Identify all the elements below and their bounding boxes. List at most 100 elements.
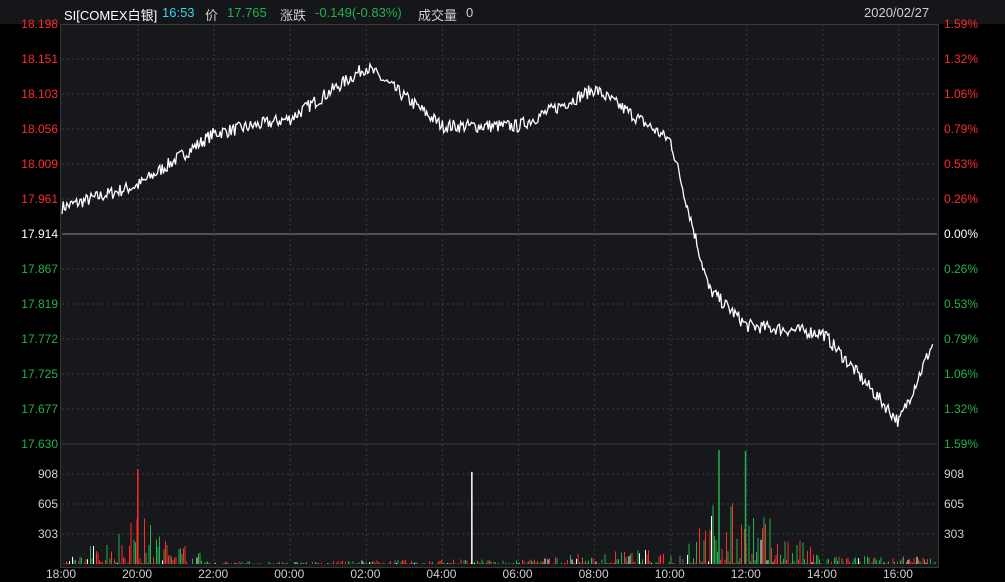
- volume-bar: [526, 562, 528, 564]
- volume-bar: [181, 554, 183, 564]
- volume-bar: [622, 563, 624, 564]
- volume-bar: [285, 563, 286, 564]
- volume-bar: [609, 563, 610, 564]
- volume-bar: [100, 562, 102, 564]
- time-tick-label: 22:00: [198, 567, 229, 581]
- volume-bar: [874, 557, 876, 564]
- volume-bar: [226, 561, 228, 564]
- volume-bar: [127, 562, 129, 564]
- volume-bar: [336, 562, 337, 564]
- volume-bar: [172, 560, 174, 564]
- volume-bar: [657, 562, 658, 564]
- volume-bar: [918, 559, 919, 564]
- volume-bar: [498, 562, 499, 564]
- volume-tick-label: 605: [37, 497, 58, 512]
- volume-bar: [642, 559, 643, 564]
- volume-bar: [163, 549, 165, 564]
- volume-bar: [744, 528, 745, 564]
- volume-bar: [864, 556, 865, 564]
- volume-bar: [711, 515, 712, 564]
- volume-bar: [927, 559, 928, 564]
- volume-bar: [201, 560, 202, 564]
- volume-bar: [580, 562, 582, 564]
- volume-bar: [105, 560, 106, 564]
- volume-bar: [282, 562, 283, 564]
- volume-bar: [826, 559, 828, 564]
- volume-bar: [897, 561, 898, 564]
- volume-bar: [541, 561, 543, 564]
- volume-bar: [466, 560, 468, 564]
- volume-bar: [342, 560, 343, 564]
- chart-area[interactable]: [60, 24, 939, 568]
- volume-bar: [63, 563, 64, 564]
- volume-bar: [673, 563, 675, 564]
- volume-bar: [547, 559, 549, 564]
- volume-bar: [79, 556, 81, 564]
- volume-bar: [780, 554, 781, 564]
- volume-bar: [256, 563, 258, 564]
- volume-bar: [576, 558, 577, 564]
- volume-bar: [574, 563, 576, 564]
- volume-bar: [505, 562, 507, 564]
- volume-bar: [760, 539, 762, 564]
- volume-bar: [693, 558, 694, 564]
- volume-bar: [771, 547, 772, 564]
- volume-bar: [297, 562, 298, 564]
- volume-bar: [795, 563, 796, 564]
- volume-bar: [214, 562, 216, 564]
- volume-bar: [184, 546, 186, 564]
- volume-bar: [588, 560, 589, 564]
- volume-bar: [84, 562, 85, 564]
- volume-bar: [447, 563, 448, 564]
- time-tick-label: 08:00: [578, 567, 609, 581]
- volume-bar: [361, 560, 363, 564]
- volume-bar: [451, 563, 453, 564]
- volume-bar: [906, 562, 907, 564]
- volume-bar: [556, 558, 558, 564]
- volume-bar: [301, 562, 303, 564]
- time-tick-label: 04:00: [426, 567, 457, 581]
- volume-bar: [457, 563, 459, 564]
- volume-bar: [196, 557, 198, 564]
- volume-bar: [816, 554, 817, 564]
- volume-bar: [717, 551, 718, 564]
- volume-bar: [111, 551, 112, 564]
- volume-bar: [136, 519, 138, 564]
- volume-bar: [807, 550, 808, 564]
- volume-bar: [669, 562, 670, 564]
- volume-bar: [114, 559, 115, 564]
- percent-tick-label: 0.26%: [944, 262, 979, 276]
- volume-bar: [135, 542, 136, 564]
- volume-bar: [241, 561, 243, 564]
- volume-bar: [397, 560, 399, 564]
- volume-bar: [810, 546, 811, 564]
- volume-bar: [790, 562, 792, 564]
- volume-bar: [685, 563, 687, 564]
- volume-bar: [249, 561, 250, 564]
- volume-bar: [604, 554, 606, 564]
- volume-bar: [696, 541, 697, 564]
- price-value: 17.765: [227, 5, 267, 20]
- volume-bar: [595, 561, 597, 564]
- volume-bar: [156, 539, 157, 564]
- quote-date: 2020/02/27: [864, 5, 930, 20]
- volume-bar: [528, 561, 529, 564]
- price-tick-label: 18.009: [21, 157, 58, 171]
- volume-bar: [744, 451, 747, 564]
- volume-bar: [849, 561, 850, 564]
- volume-bar: [925, 562, 927, 564]
- volume-bar: [616, 559, 618, 564]
- volume-bar: [727, 551, 729, 564]
- volume-bar: [772, 562, 774, 564]
- volume-bar: [283, 563, 285, 564]
- price-tick-label: 17.725: [21, 367, 58, 381]
- volume-bar: [801, 563, 802, 564]
- volume-bar: [867, 556, 868, 564]
- volume-bar: [75, 560, 76, 564]
- volume-bar: [312, 562, 313, 564]
- volume-bar: [930, 558, 931, 564]
- volume-bar: [837, 560, 838, 564]
- volume-bar: [363, 561, 364, 564]
- volume-bar: [529, 559, 531, 564]
